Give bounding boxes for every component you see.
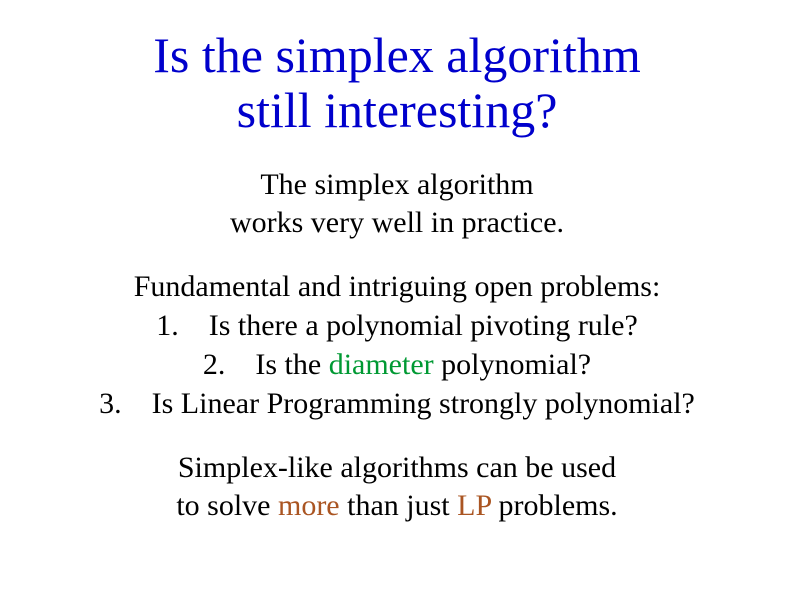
- slide: Is the simplex algorithm still interesti…: [0, 0, 794, 595]
- problem-2-number: 2.: [203, 348, 226, 381]
- title-line-2: still interesting?: [237, 82, 558, 138]
- closing-highlight-more: more: [278, 489, 340, 522]
- problem-3-text: Is Linear Programming strongly polynomia…: [152, 387, 695, 420]
- closing-paragraph: Simplex-like algorithms can be used to s…: [30, 449, 764, 524]
- closing-line-2-post: problems.: [491, 489, 618, 522]
- intro-line-2: works very well in practice.: [230, 206, 564, 239]
- problem-2-pre: Is the: [255, 348, 328, 381]
- closing-line-2-pre: to solve: [176, 489, 278, 522]
- problem-1-text: Is there a polynomial pivoting rule?: [209, 309, 638, 342]
- problem-2-highlight: diameter: [329, 348, 434, 381]
- open-problems: Fundamental and intriguing open problems…: [30, 267, 764, 423]
- problem-3-number: 3.: [99, 387, 122, 420]
- intro-paragraph: The simplex algorithm works very well in…: [30, 166, 764, 241]
- closing-highlight-lp: LP: [457, 489, 491, 522]
- title-line-1: Is the simplex algorithm: [153, 27, 640, 83]
- closing-line-1: Simplex-like algorithms can be used: [178, 451, 616, 484]
- problem-1-number: 1.: [156, 309, 179, 342]
- slide-title: Is the simplex algorithm still interesti…: [30, 28, 764, 138]
- problems-heading: Fundamental and intriguing open problems…: [134, 270, 661, 303]
- closing-line-2-mid: than just: [340, 489, 458, 522]
- intro-line-1: The simplex algorithm: [260, 168, 533, 201]
- problem-2-post: polynomial?: [434, 348, 591, 381]
